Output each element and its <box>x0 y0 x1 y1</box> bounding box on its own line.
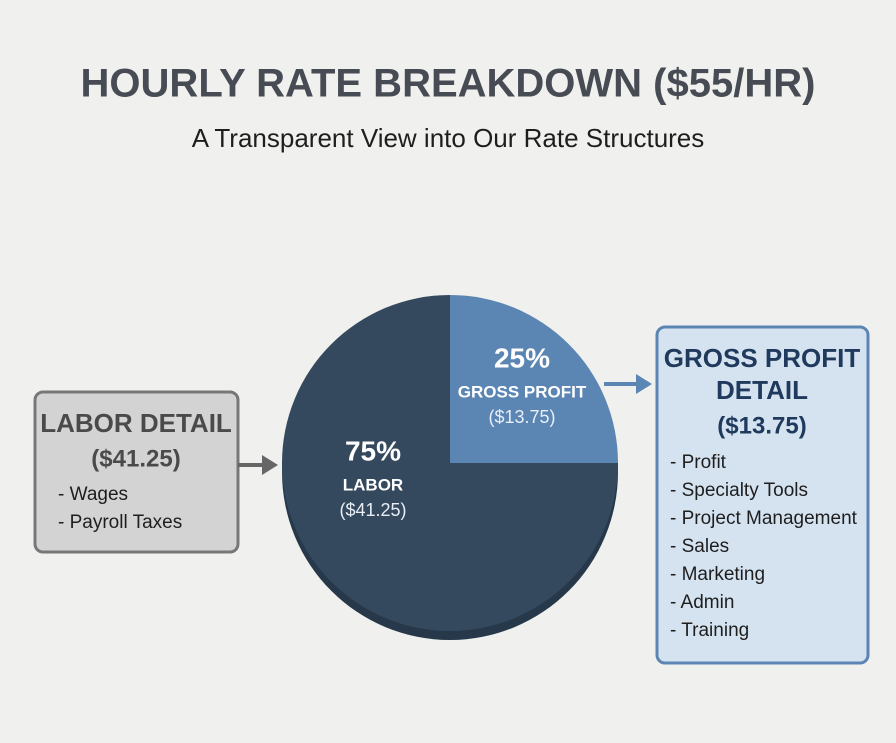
detail-title: GROSS PROFIT <box>664 343 861 373</box>
pie <box>282 295 618 631</box>
profit-detail-box <box>655 325 870 665</box>
detail-item: - Training <box>670 620 749 641</box>
detail-item: - Sales <box>670 536 729 557</box>
detail-item: - Specialty Tools <box>670 480 808 501</box>
slice-percent: 25% <box>494 342 550 373</box>
detail-item: - Profit <box>670 452 727 473</box>
chart-subtitle: A Transparent View into Our Rate Structu… <box>192 123 705 153</box>
labor-detail-box <box>33 390 240 554</box>
arrow-right <box>604 374 652 394</box>
detail-item: - Project Management <box>670 508 858 529</box>
chart-title: HOURLY RATE BREAKDOWN ($55/HR) <box>81 62 816 106</box>
slice-percent: 75% <box>345 435 401 466</box>
detail-item: - Payroll Taxes <box>58 512 182 533</box>
arrow-left <box>238 455 278 475</box>
detail-amount: ($41.25) <box>91 445 180 472</box>
detail-item: - Wages <box>58 484 128 505</box>
detail-amount: ($13.75) <box>717 412 806 439</box>
detail-item: - Admin <box>670 592 734 613</box>
labels: 75% LABOR ($41.25) 25% GROSS PROFIT ($13.75) <box>339 342 586 519</box>
slice-amount: ($13.75) <box>488 407 555 427</box>
detail-item: - Marketing <box>670 564 765 585</box>
detail-title: DETAIL <box>716 375 808 405</box>
slice-label: LABOR <box>343 475 403 494</box>
pie-slice <box>450 295 618 463</box>
slice-label: GROSS PROFIT <box>458 382 587 401</box>
slice-amount: ($41.25) <box>339 500 406 520</box>
detail-title: LABOR DETAIL <box>40 408 232 438</box>
